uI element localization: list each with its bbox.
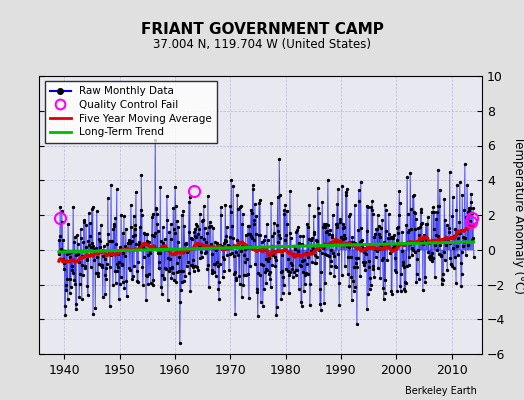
Text: FRIANT GOVERNMENT CAMP: FRIANT GOVERNMENT CAMP bbox=[140, 22, 384, 37]
Legend: Raw Monthly Data, Quality Control Fail, Five Year Moving Average, Long-Term Tren: Raw Monthly Data, Quality Control Fail, … bbox=[45, 81, 217, 142]
Y-axis label: Temperature Anomaly (°C): Temperature Anomaly (°C) bbox=[512, 136, 524, 294]
Text: 37.004 N, 119.704 W (United States): 37.004 N, 119.704 W (United States) bbox=[153, 38, 371, 51]
Text: Berkeley Earth: Berkeley Earth bbox=[405, 386, 477, 396]
